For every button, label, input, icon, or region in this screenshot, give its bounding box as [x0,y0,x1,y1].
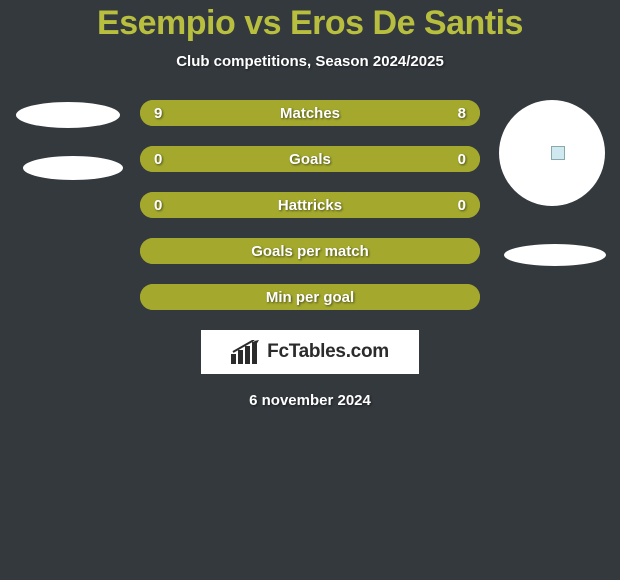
bar-value-right: 0 [458,197,466,214]
bar-fill-right [320,100,480,126]
left-side [8,100,128,310]
stat-bar: Hattricks 0 0 [140,192,480,218]
stat-bar: Goals 0 0 [140,146,480,172]
bar-label: Goals per match [251,243,369,260]
date-label: 6 november 2024 [0,392,620,409]
player1-avatar-shape [16,102,120,128]
bar-value-left: 9 [154,105,162,122]
comparison-title: Esempio vs Eros De Santis [0,0,620,43]
bar-fill-right [310,146,480,172]
bar-value-left: 0 [154,151,162,168]
bar-value-right: 0 [458,151,466,168]
footer-logo-text: FcTables.com [267,341,389,363]
player2-avatar [499,100,605,206]
subtitle: Club competitions, Season 2024/2025 [0,53,620,70]
stat-bar: Min per goal [140,284,480,310]
footer-logo-box: FcTables.com [201,330,419,374]
player2-name: Eros De Santis [290,4,523,42]
bar-label: Matches [280,105,340,122]
bar-value-right: 8 [458,105,466,122]
comparison-content: Matches 9 8 Goals 0 0 Hattricks 0 0 Goals per mat… [0,100,620,310]
bar-label: Hattricks [278,197,342,214]
stat-bar: Matches 9 8 [140,100,480,126]
player2-avatar-shadow [504,244,606,266]
fctables-chart-icon [231,340,261,364]
player1-avatar-shadow [23,156,123,180]
bar-label: Goals [289,151,331,168]
right-side [492,100,612,310]
bar-label: Min per goal [266,289,354,306]
bar-fill-left [140,146,310,172]
player1-name: Esempio [97,4,235,42]
stat-bar: Goals per match [140,238,480,264]
bar-value-left: 0 [154,197,162,214]
vs-separator: vs [244,4,281,42]
image-placeholder-icon [551,146,565,160]
stat-bars: Matches 9 8 Goals 0 0 Hattricks 0 0 Goals per mat… [140,100,480,310]
